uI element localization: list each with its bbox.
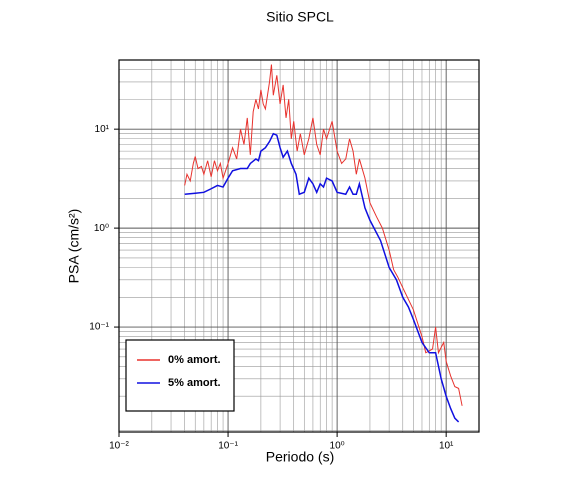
legend-box [125,339,235,412]
x-tick-label: 10⁻¹ [218,441,238,452]
plot-frame [118,59,480,433]
y-axis-label: PSA (cm/s²) [66,209,82,284]
y-tick-label: 10¹ [95,124,110,135]
legend-label: 0% amort. [168,354,221,366]
y-tick-label: 10⁻¹ [89,322,109,333]
series-line [184,64,463,406]
x-tick-label: 10⁰ [330,441,345,452]
y-tick-label: 10⁰ [94,223,109,234]
x-axis-label: Periodo (s) [266,449,334,465]
x-tick-label: 10⁻² [109,441,129,452]
legend-label: 5% amort. [168,377,221,389]
x-tick-label: 10¹ [439,441,454,452]
series-line [184,132,460,423]
chart-title: Sitio SPCL [266,9,334,25]
